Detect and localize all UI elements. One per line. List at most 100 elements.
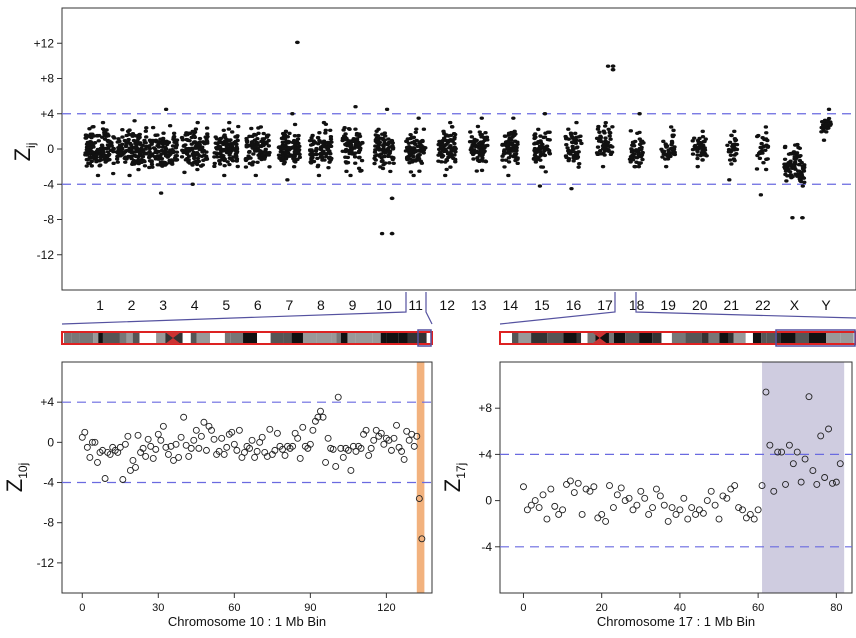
chr10-point [230, 440, 238, 448]
chr10-point [266, 425, 274, 433]
main-dot-max [511, 116, 516, 120]
main-dot [759, 141, 764, 146]
main-dot [793, 167, 798, 171]
chr17-point [711, 501, 719, 509]
main-dot [309, 148, 314, 152]
chr17-point [535, 504, 543, 511]
chr10-point [400, 455, 408, 463]
main-dot [128, 154, 134, 159]
main-dot [762, 137, 767, 142]
main-dot [285, 146, 291, 150]
main-dot [357, 155, 362, 160]
main-dot [155, 133, 160, 137]
main-dot [83, 133, 89, 137]
chr17-point [547, 485, 555, 493]
main-dot [194, 162, 200, 167]
main-dot-min [127, 173, 132, 178]
main-outlier [800, 215, 805, 220]
main-dot [533, 132, 538, 136]
main-dot [116, 145, 121, 150]
main-dot [159, 148, 165, 153]
main-dot [102, 131, 107, 135]
main-dot-min [316, 173, 322, 178]
main-dot [292, 134, 298, 138]
ideogram-chr10-band [79, 333, 94, 343]
main-dot [782, 157, 788, 161]
chr17-point [778, 448, 786, 456]
main-dot [87, 161, 92, 166]
chr17-x-axis-label: Chromosome 17 : 1 Mb Bin [597, 614, 755, 629]
chromosome-label: 12 [439, 297, 455, 313]
main-dot [414, 138, 419, 143]
chr10-y-tick-label: -8 [43, 516, 54, 530]
chromosome-label: 5 [222, 297, 230, 313]
main-dot [448, 165, 453, 169]
main-dot [382, 138, 388, 142]
chr17-point [590, 483, 598, 491]
chr17-point [684, 515, 692, 523]
main-dot [144, 126, 149, 130]
main-dot [692, 143, 698, 148]
main-dot-max [637, 112, 642, 116]
chr17-point [586, 487, 594, 495]
chromosome-label: 15 [534, 297, 550, 313]
main-dot [349, 149, 354, 153]
chr10-point [121, 440, 129, 448]
chr10-point [182, 441, 190, 449]
main-dot [280, 153, 285, 158]
y-tick-label: 0 [47, 142, 54, 156]
chr10-point [380, 440, 388, 448]
main-dot [180, 138, 185, 142]
ideogram-chr10-centromere [165, 332, 181, 344]
ideogram-chr10-band [291, 333, 303, 343]
main-dot [263, 147, 268, 152]
chr17-point [735, 504, 743, 511]
chr17-point [652, 485, 660, 493]
main-dot [734, 152, 739, 156]
main-dot-min [379, 231, 385, 236]
main-dot [533, 141, 538, 145]
chr10-x-tick-label: 0 [79, 602, 85, 614]
main-dot [346, 126, 352, 131]
chr17-point [754, 506, 762, 514]
main-dot [630, 158, 636, 162]
chr17-point [692, 511, 700, 518]
main-dot [573, 131, 578, 136]
main-dot [637, 137, 642, 141]
main-dot [451, 131, 457, 136]
main-dot [504, 144, 509, 148]
chr17-point [598, 511, 606, 518]
main-dot [802, 180, 807, 184]
main-dot [87, 127, 92, 131]
main-dot [500, 142, 505, 147]
main-dot [441, 149, 447, 154]
chr17-point [555, 511, 563, 518]
main-dot-min [474, 169, 479, 173]
main-dot [690, 152, 696, 156]
main-dot [508, 154, 514, 158]
main-dot [163, 145, 168, 150]
main-dot [480, 140, 486, 144]
chr17-point [606, 482, 613, 490]
main-dot [819, 125, 824, 130]
main-dot [106, 145, 111, 149]
main-dot [483, 131, 488, 135]
chr17-highlight-band [762, 362, 845, 593]
main-dot [139, 160, 144, 165]
main-dot-max [416, 116, 421, 120]
main-dot [439, 145, 444, 149]
main-dot [139, 143, 144, 147]
chr10-point [208, 426, 215, 434]
main-dot [691, 136, 697, 140]
main-dot [669, 139, 675, 144]
main-dot-max [227, 120, 232, 125]
main-dot [801, 169, 807, 173]
chr10-point [418, 535, 426, 543]
main-dot [226, 127, 232, 131]
main-dot [448, 139, 454, 143]
main-dot [124, 157, 129, 161]
main-dot [324, 145, 329, 150]
main-dot [158, 137, 163, 141]
main-dot [664, 144, 670, 148]
main-dot [83, 136, 88, 140]
